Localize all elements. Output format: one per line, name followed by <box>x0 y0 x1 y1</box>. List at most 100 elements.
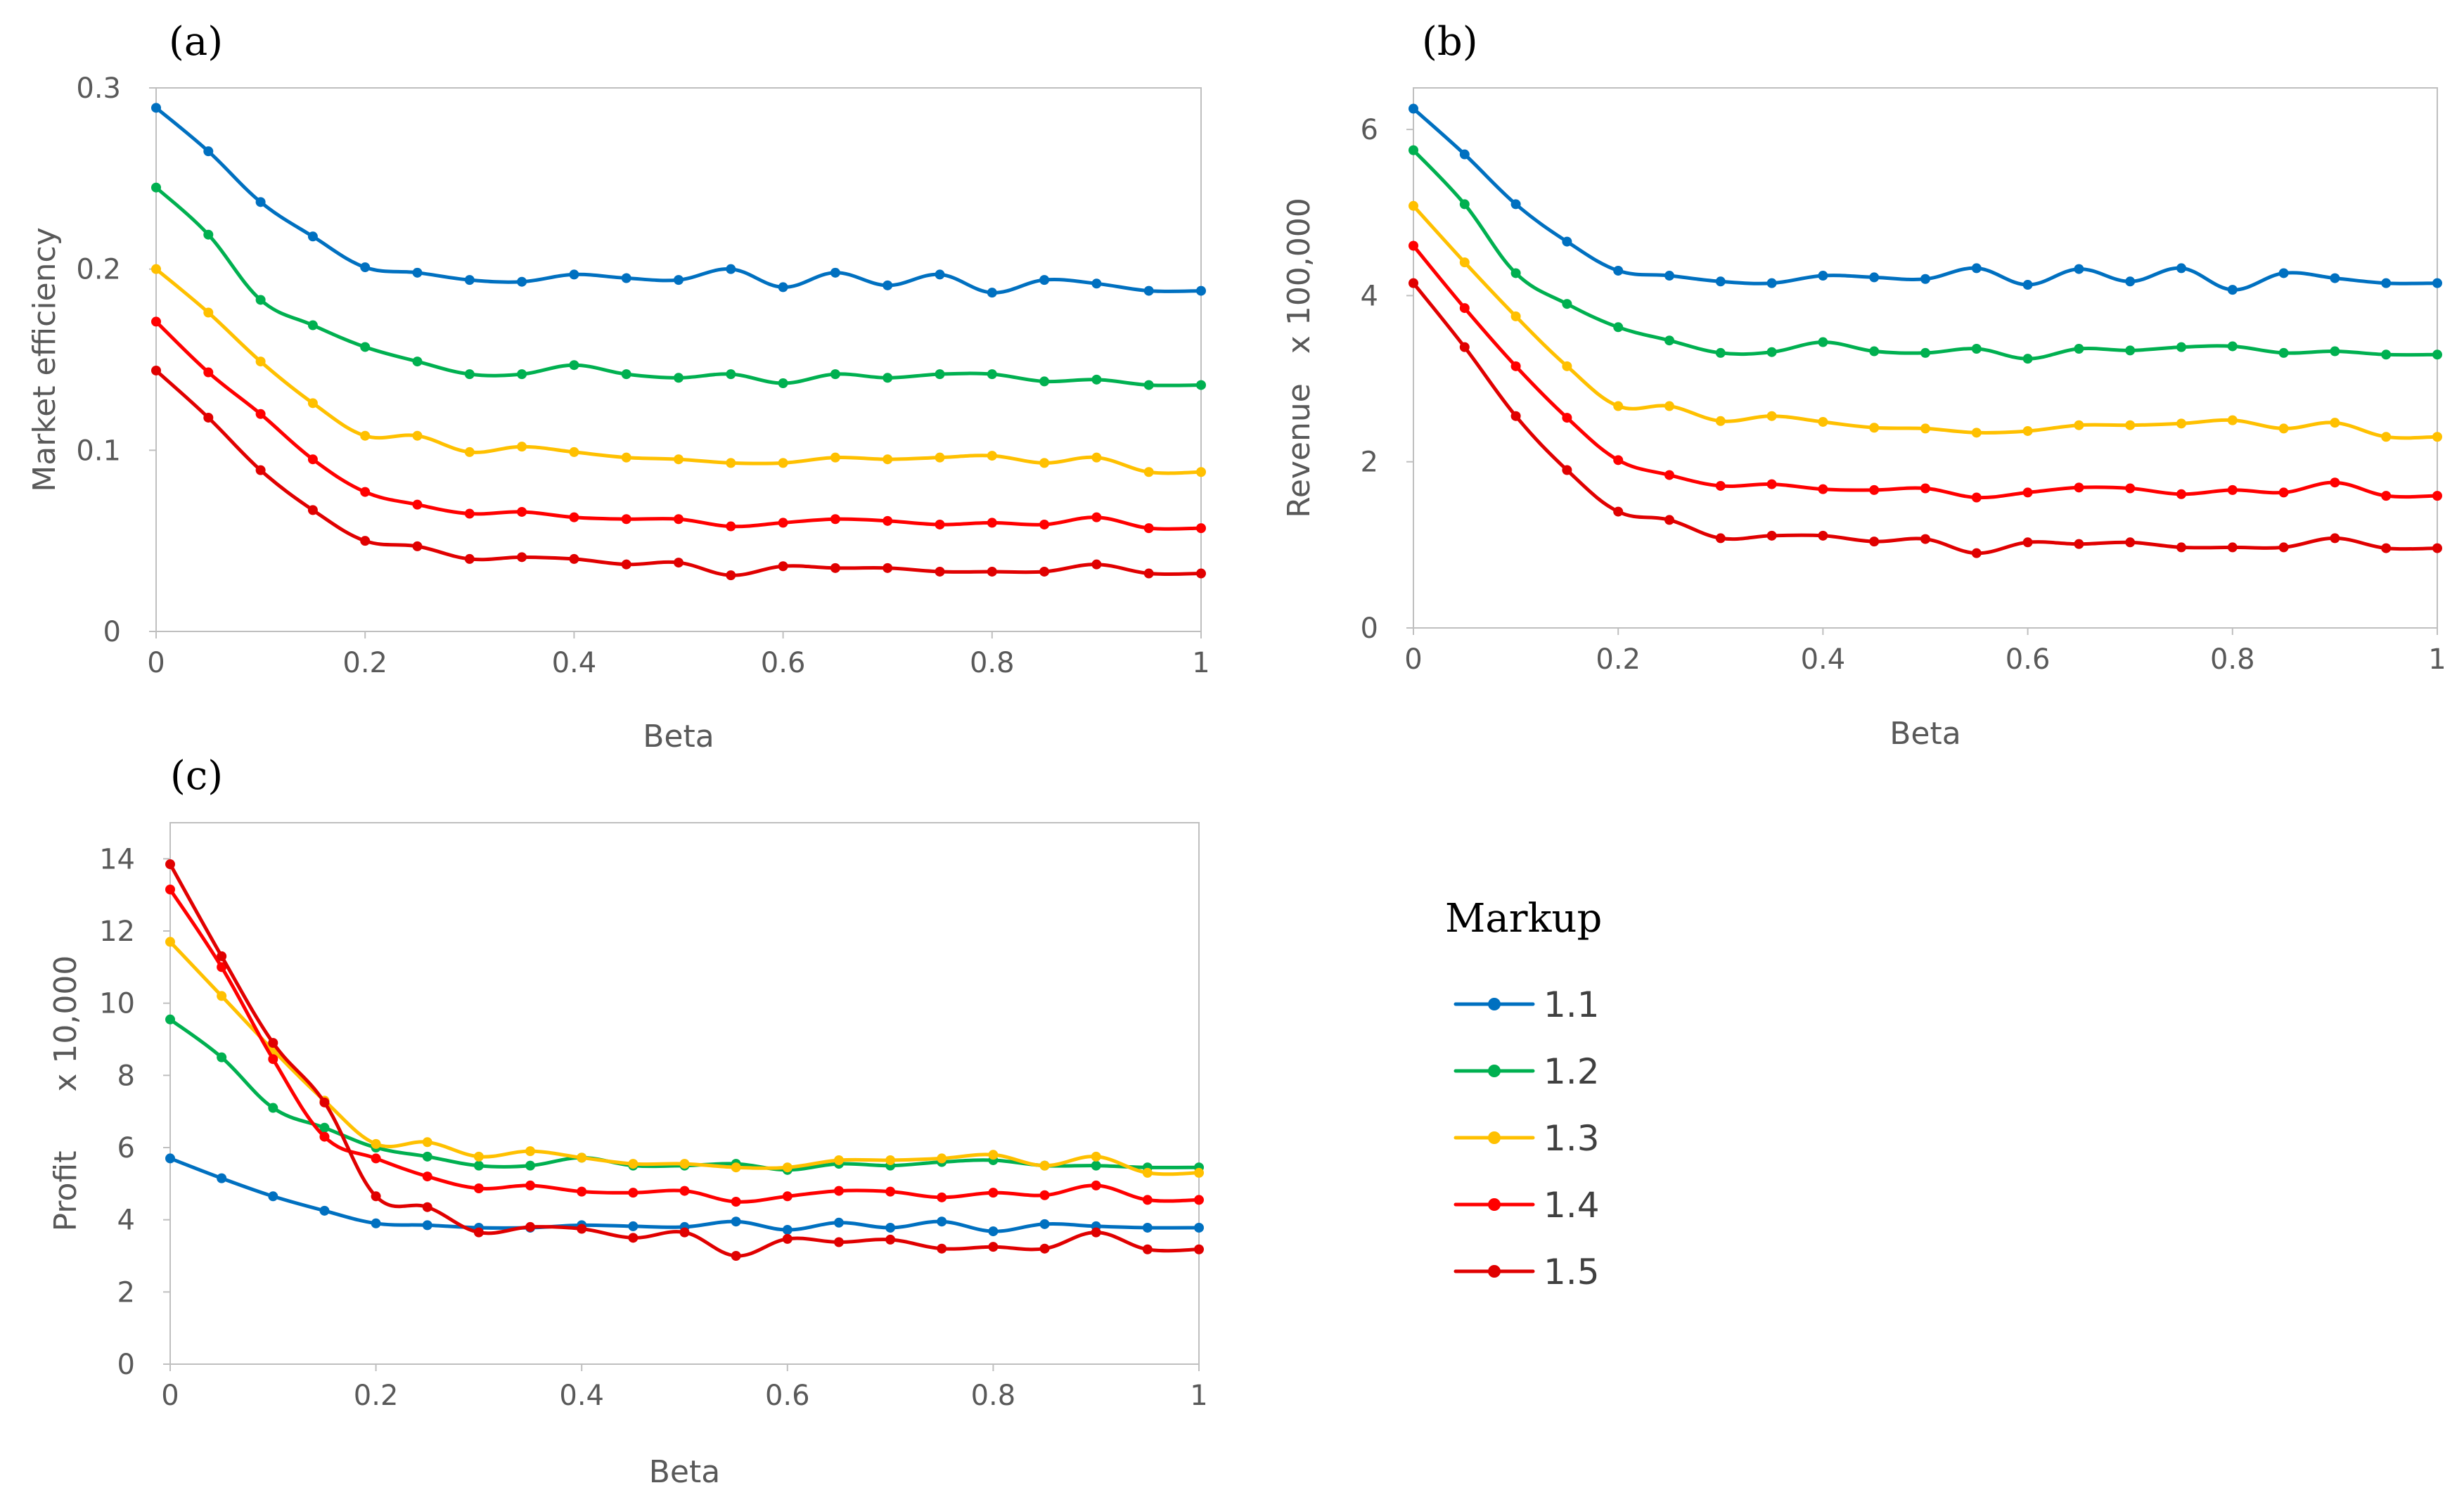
data-point <box>371 1218 381 1228</box>
data-point <box>883 454 893 465</box>
data-point <box>628 1221 639 1231</box>
data-point <box>307 398 318 409</box>
data-point <box>1039 566 1050 577</box>
panel-label: (c) <box>170 753 223 799</box>
x-tick-label: 1 <box>1190 1380 1207 1412</box>
x-tick-label: 1 <box>2428 643 2446 676</box>
x-tick-label: 0.2 <box>1596 643 1641 676</box>
data-point <box>268 1038 278 1048</box>
data-point <box>1143 380 1154 390</box>
data-point <box>2227 415 2238 425</box>
y-tick-label: 0.3 <box>76 72 121 105</box>
data-point <box>885 1234 896 1245</box>
data-point <box>2176 542 2186 553</box>
series-line <box>154 186 1203 387</box>
data-point <box>731 1251 741 1261</box>
data-point <box>1039 275 1050 285</box>
data-point <box>203 229 214 240</box>
data-point <box>1196 523 1206 534</box>
data-point <box>268 1054 278 1065</box>
series-line <box>1411 148 2439 361</box>
data-point <box>1142 1244 1153 1254</box>
data-point <box>203 412 214 423</box>
data-point <box>412 430 423 441</box>
data-point <box>2381 278 2392 288</box>
y-tick-label: 2 <box>1361 447 1378 479</box>
data-point <box>1664 401 1674 411</box>
data-point <box>1971 428 1982 438</box>
series-line <box>168 887 1201 1204</box>
data-point <box>833 1155 844 1165</box>
legend-entry-1.2: 1.2 <box>1454 1051 1600 1092</box>
data-point <box>674 275 684 285</box>
data-point <box>165 859 175 870</box>
data-point <box>830 369 840 380</box>
data-point <box>360 342 371 352</box>
data-point <box>2125 483 2136 494</box>
data-point <box>1869 484 1880 495</box>
data-point <box>2176 489 2186 499</box>
data-point <box>1039 458 1050 468</box>
data-point <box>988 1188 999 1198</box>
data-point <box>1459 149 1470 160</box>
data-point <box>464 369 475 380</box>
data-point <box>2432 432 2442 442</box>
data-point <box>1091 559 1102 570</box>
data-point <box>833 1217 844 1228</box>
data-point <box>1409 240 1418 251</box>
x-tick-label: 0.8 <box>971 1380 1016 1412</box>
x-axis-title: Beta <box>649 1454 720 1490</box>
data-point <box>2074 482 2084 493</box>
legend-label: 1.5 <box>1544 1252 1600 1292</box>
data-point <box>1142 1195 1153 1205</box>
y-tick-label: 8 <box>117 1060 135 1092</box>
data-point <box>2278 268 2289 278</box>
data-point <box>217 991 227 1001</box>
series-1.3 <box>151 264 1206 477</box>
data-point <box>679 1186 690 1196</box>
data-point <box>2227 542 2238 553</box>
data-point <box>255 197 266 207</box>
x-tick-label: 0.8 <box>2210 643 2255 676</box>
data-point <box>473 1227 484 1238</box>
data-point <box>782 1162 793 1173</box>
data-point <box>2022 487 2033 498</box>
data-point <box>830 267 840 278</box>
data-point <box>833 1186 844 1196</box>
data-point <box>1562 361 1572 371</box>
data-point <box>988 1150 999 1160</box>
series-1.4 <box>151 316 1206 534</box>
data-point <box>422 1171 432 1182</box>
x-axis-title: Beta <box>643 719 714 754</box>
data-point <box>833 1237 844 1247</box>
data-point <box>1142 1167 1153 1178</box>
data-point <box>731 1162 741 1173</box>
data-point <box>2176 342 2186 352</box>
data-point <box>217 1173 227 1183</box>
series-line <box>1411 107 2439 292</box>
data-point <box>1459 199 1470 210</box>
data-point <box>674 373 684 383</box>
data-point <box>2381 349 2392 360</box>
data-point <box>1766 530 1777 541</box>
data-point <box>1142 1222 1153 1233</box>
data-point <box>731 1216 741 1227</box>
data-point <box>165 1153 175 1164</box>
x-tick-label: 0.4 <box>559 1380 604 1412</box>
y-tick-label: 6 <box>117 1132 135 1164</box>
data-point <box>830 514 840 525</box>
data-point <box>988 1226 999 1237</box>
data-point <box>726 458 736 468</box>
data-point <box>987 518 997 528</box>
y-axis-title: Revenue x 100,000 <box>1281 198 1317 518</box>
data-point <box>1971 344 1982 354</box>
data-point <box>1613 506 1624 517</box>
data-point <box>883 373 893 383</box>
legend-entry-1.1: 1.1 <box>1454 984 1600 1025</box>
data-point <box>1039 376 1050 387</box>
data-point <box>517 552 527 563</box>
data-point <box>464 447 475 457</box>
x-tick-label: 0.2 <box>342 647 387 679</box>
data-point <box>987 566 997 577</box>
